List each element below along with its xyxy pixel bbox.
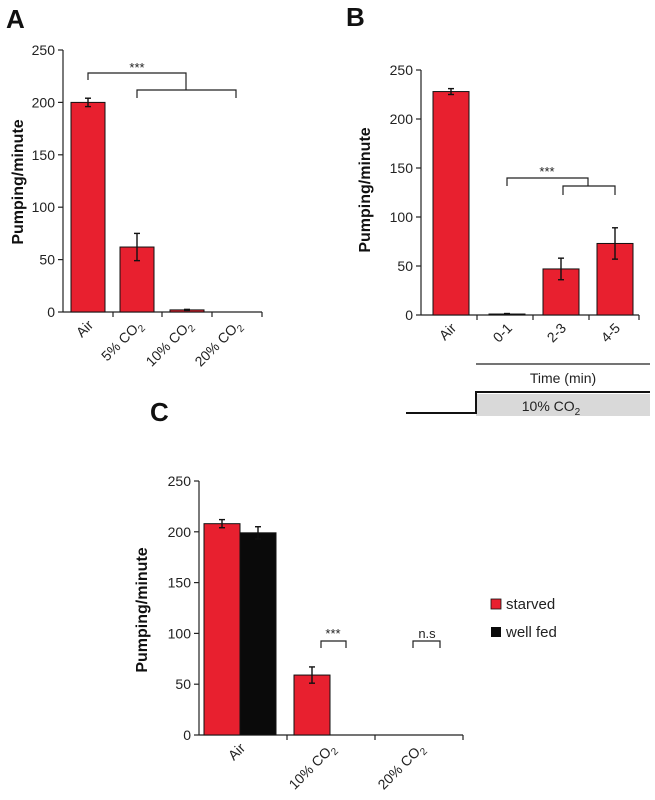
panel-c-bar-well-fed-1-error-bar — [255, 526, 261, 540]
panel-b-bar-3-error-bar — [558, 257, 564, 281]
category-label: 5% CO2 — [98, 316, 148, 366]
panel-a-bar-1 — [70, 101, 106, 313]
panel-c-significance-label-2: n.s — [418, 626, 436, 641]
panel-b-significance-label: *** — [539, 164, 554, 179]
panel-c-bar-starved-2-error-bar — [309, 666, 315, 684]
panel-b-bars — [432, 87, 634, 316]
category-label: 2-3 — [543, 320, 569, 346]
panel-b-bar-1 — [432, 91, 470, 316]
panel-b-bar-1-error-bar — [448, 87, 454, 96]
panel-b-bar-4-error-bar — [612, 227, 618, 260]
panel-c-bar-starved-2 — [293, 674, 331, 736]
panel-c-significance-label-1: *** — [325, 626, 340, 641]
y-tick-label: 200 — [390, 111, 414, 127]
panel-a-bracket-2 — [136, 89, 237, 98]
panel-c-bars — [203, 518, 331, 736]
panel-a-chart: Pumping/minute 0 50 100 150 200 250 Air 5% CO2… — [10, 42, 263, 372]
y-tick-label: 0 — [47, 304, 55, 320]
panel-b-significance: *** — [506, 164, 616, 195]
y-tick-label: 200 — [168, 524, 192, 540]
category-label: 10% CO2 — [142, 316, 198, 372]
y-tick-label: 50 — [175, 676, 191, 692]
panel-b-y-axis-label: Pumping/minute — [357, 127, 374, 252]
legend-swatch-well-fed — [491, 627, 501, 637]
panel-letter-a: A — [6, 4, 25, 34]
panel-c-legend: starved well fed — [490, 596, 557, 641]
panel-b-chart: Pumping/minute 0 50 100 150 200 250 Air 0-1 2-3… — [357, 62, 650, 418]
y-tick-label: 200 — [32, 94, 56, 110]
panel-c-chart: Pumping/minute 0 50 100 150 200 250 Air 10% CO… — [134, 473, 557, 795]
panel-b-stimulus-bar — [476, 394, 650, 416]
panel-c-bar-starved-1 — [203, 523, 241, 736]
panel-a-bars — [70, 97, 205, 313]
panel-a-bar-1-error-bar — [85, 97, 91, 108]
y-tick-label: 250 — [32, 42, 56, 58]
category-label: 20% CO2 — [374, 739, 430, 795]
panel-b-bar-2-error-bar — [504, 312, 510, 316]
category-label: Air — [225, 740, 249, 764]
panel-a-significance: *** — [87, 60, 237, 98]
y-tick-label: 50 — [397, 258, 413, 274]
panel-c-y-axis-label: Pumping/minute — [134, 547, 151, 672]
panel-a-y-ticks: 0 50 100 150 200 250 — [32, 42, 56, 320]
panel-b-stimulus-trace — [406, 391, 650, 414]
panel-c-y-ticks: 0 50 100 150 200 250 — [168, 473, 192, 743]
category-label: 20% CO2 — [191, 316, 247, 372]
panel-c-category-labels: Air 10% CO2 20% CO2 — [225, 739, 431, 795]
panel-c-bracket-2 — [412, 640, 441, 648]
panel-b-bracket-2 — [562, 185, 616, 195]
panel-b-stimulus-label: 10% CO2 — [522, 398, 581, 418]
y-tick-label: 150 — [168, 575, 192, 591]
y-tick-label: 100 — [390, 209, 414, 225]
y-tick-label: 150 — [390, 160, 414, 176]
legend-swatch-starved — [490, 598, 502, 610]
panel-a-bracket-1 — [87, 72, 187, 90]
category-label: 0-1 — [489, 320, 515, 346]
category-label: 10% CO2 — [285, 739, 341, 795]
legend-label-starved: starved — [506, 596, 555, 613]
panel-c-significance: *** n.s — [320, 626, 441, 648]
panel-a-significance-label: *** — [129, 60, 144, 75]
y-tick-label: 0 — [405, 307, 413, 323]
category-label: Air — [73, 317, 97, 341]
y-tick-label: 250 — [168, 473, 192, 489]
panel-a-bar-3-error-bar — [184, 308, 190, 312]
panel-c-bracket-1 — [320, 640, 347, 648]
panel-a-bar-2-error-bar — [134, 232, 140, 262]
category-label: Air — [436, 320, 460, 344]
panel-letter-c: C — [150, 397, 169, 427]
panel-b-y-ticks: 0 50 100 150 200 250 — [390, 62, 414, 323]
category-label: 4-5 — [597, 320, 623, 346]
y-tick-label: 150 — [32, 147, 56, 163]
panel-b-category-labels: Air 0-1 2-3 4-5 — [436, 320, 624, 346]
legend-label-well-fed: well fed — [505, 624, 557, 641]
panel-letter-b: B — [346, 2, 365, 32]
y-tick-label: 100 — [168, 625, 192, 641]
panel-b-time-label: Time (min) — [530, 370, 596, 386]
y-tick-label: 50 — [39, 252, 55, 268]
y-tick-label: 100 — [32, 199, 56, 215]
panel-b-bar-4 — [596, 242, 634, 316]
y-tick-label: 0 — [183, 727, 191, 743]
panel-c-bar-well-fed-1 — [239, 532, 277, 736]
y-tick-label: 250 — [390, 62, 414, 78]
panel-a-y-axis-label: Pumping/minute — [10, 119, 27, 244]
panel-b-bracket-1 — [506, 177, 589, 186]
panel-c-bar-starved-1-error-bar — [219, 518, 225, 529]
